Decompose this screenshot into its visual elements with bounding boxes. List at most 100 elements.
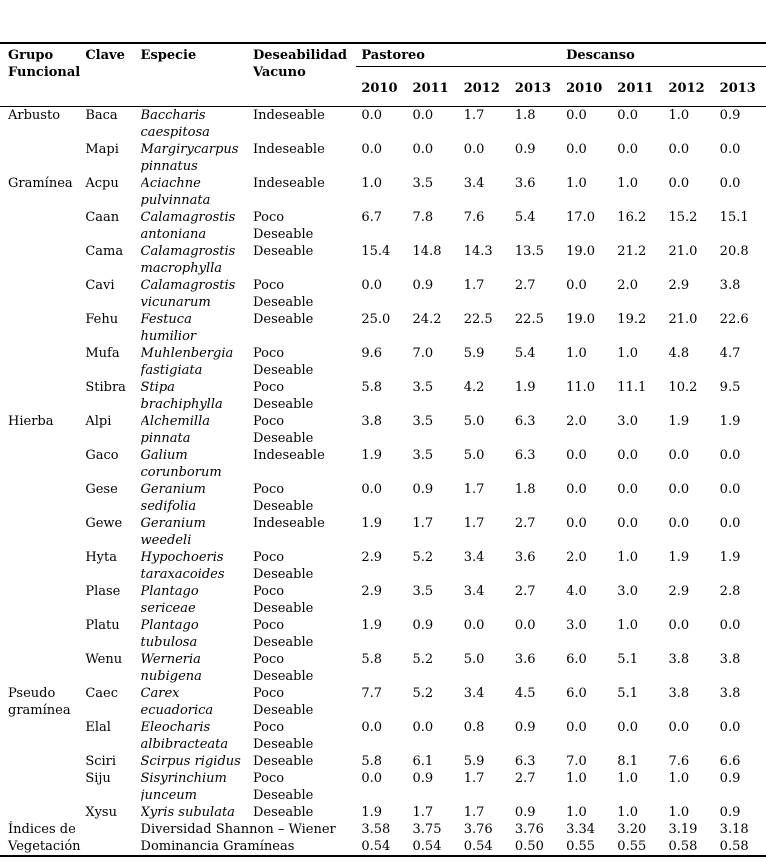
clave-cell [85, 821, 140, 838]
column-header-grupo-funcional: Grupo Funcional [8, 48, 81, 80]
value-cell: 0.9 [514, 805, 536, 820]
indices-group-label: Índices de Vegetación [8, 822, 81, 854]
clave-cell: Cama [85, 244, 124, 259]
value-cell: 1.0 [617, 805, 638, 820]
value-cell: 0.0 [668, 720, 690, 735]
clave-cell: Gewe [85, 516, 123, 531]
value-cell: 1.0 [668, 805, 690, 820]
species-name: Galium corunborum [140, 448, 222, 480]
clave-cell: Platu [85, 618, 120, 633]
value-cell: 0.9 [719, 771, 741, 786]
value-cell: 7.6 [463, 210, 485, 225]
functional-group-label [0, 141, 85, 175]
value-cell: 0.0 [617, 516, 638, 531]
table-row: Gese Geranium sedifolia Poco Deseable 0.… [0, 481, 766, 515]
value-cell: 4.0 [566, 584, 587, 599]
desirability-cell: Indeseable [252, 516, 325, 531]
species-name: Plantago sericeae [140, 584, 199, 616]
functional-group-label: Hierba [8, 414, 54, 429]
species-name: Werneria nubigena [140, 652, 202, 684]
value-cell: 13.5 [514, 244, 544, 259]
value-cell: 14.8 [412, 244, 442, 259]
value-cell: 15.2 [668, 210, 698, 225]
value-cell: 1.0 [617, 771, 638, 786]
table-row: Xysu Xyris subulata Deseable 1.9 1.7 1.7… [0, 804, 766, 821]
value-cell: 0.58 [719, 839, 749, 854]
table-row: Siju Sisyrinchium junceum Poco Deseable … [0, 770, 766, 804]
value-cell: 5.4 [514, 346, 536, 361]
table-row: Elal Eleocharis albibracteata Poco Desea… [0, 719, 766, 753]
year-header: 2013 [514, 81, 552, 96]
value-cell: 1.9 [514, 380, 536, 395]
functional-group-label [0, 583, 85, 617]
value-cell: 1.9 [719, 414, 741, 429]
value-cell: 14.3 [463, 244, 493, 259]
value-cell: 0.0 [412, 142, 434, 157]
value-cell: 1.7 [463, 771, 485, 786]
value-cell: 0.0 [617, 142, 638, 157]
value-cell: 19.2 [617, 312, 647, 327]
column-group-descanso: Descanso [561, 43, 766, 67]
functional-group-label [0, 549, 85, 583]
table-row: Mapi Margirycarpus pinnatus Indeseable 0… [0, 141, 766, 175]
value-cell: 0.58 [668, 839, 698, 854]
functional-group-label [0, 243, 85, 277]
clave-cell: Caan [85, 210, 120, 225]
value-cell: 3.8 [668, 652, 690, 667]
value-cell: 0.55 [617, 839, 647, 854]
value-cell: 3.4 [463, 550, 485, 565]
functional-group-label [0, 651, 85, 685]
value-cell: 3.5 [412, 380, 434, 395]
value-cell: 5.2 [412, 686, 434, 701]
species-name: Margirycarpus pinnatus [140, 142, 239, 174]
clave-cell: Fehu [85, 312, 119, 327]
desirability-cell: Poco Deseable [252, 482, 314, 514]
clave-cell: Mufa [85, 346, 120, 361]
value-cell: 2.7 [514, 516, 536, 531]
desirability-cell: Poco Deseable [252, 414, 314, 446]
species-name: Muhlenbergia fastigiata [140, 346, 234, 378]
value-cell: 0.0 [361, 482, 383, 497]
value-cell: 1.9 [361, 618, 383, 633]
value-cell: 0.0 [668, 448, 690, 463]
value-cell: 3.8 [719, 686, 741, 701]
species-name: Hypochoeris taraxacoides [140, 550, 225, 582]
value-cell: 19.0 [566, 244, 596, 259]
value-cell: 2.7 [514, 584, 536, 599]
value-cell: 6.3 [514, 448, 536, 463]
value-cell: 0.0 [617, 720, 638, 735]
functional-group-label [0, 770, 85, 804]
value-cell: 5.1 [617, 686, 638, 701]
value-cell: 0.0 [719, 482, 741, 497]
value-cell: 0.9 [412, 482, 434, 497]
value-cell: 3.8 [668, 686, 690, 701]
clave-cell: Stibra [85, 380, 126, 395]
value-cell: 1.9 [361, 448, 383, 463]
year-header: 2012 [463, 81, 500, 96]
functional-group-label: Arbusto [8, 108, 61, 123]
functional-group-label: Gramínea [8, 176, 73, 191]
desirability-cell: Poco Deseable [252, 380, 314, 412]
table-row: Fehu Festuca humilior Deseable 25.0 24.2… [0, 311, 766, 345]
table-row: Wenu Werneria nubigena Poco Deseable 5.8… [0, 651, 766, 685]
functional-group-label: Pseudo gramínea [8, 686, 71, 718]
value-cell: 1.7 [463, 278, 485, 293]
value-cell: 2.7 [514, 278, 536, 293]
value-cell: 5.2 [412, 652, 434, 667]
value-cell: 3.5 [412, 584, 434, 599]
value-cell: 5.0 [463, 414, 485, 429]
vegetation-table: Grupo Funcional Clave Especie Deseabilid… [0, 42, 766, 857]
value-cell: 3.4 [463, 686, 485, 701]
desirability-cell: Poco Deseable [252, 720, 314, 752]
desirability-cell: Poco Deseable [252, 686, 314, 718]
functional-group-label [0, 753, 85, 770]
value-cell: 0.9 [412, 278, 434, 293]
column-group-pastoreo: Pastoreo [356, 43, 562, 67]
species-name: Carex ecuadorica [140, 686, 214, 718]
value-cell: 0.0 [412, 720, 434, 735]
value-cell: 2.9 [361, 550, 383, 565]
functional-group-label [0, 617, 85, 651]
value-cell: 16.2 [617, 210, 647, 225]
value-cell: 7.0 [566, 754, 587, 769]
value-cell: 1.7 [463, 108, 485, 123]
